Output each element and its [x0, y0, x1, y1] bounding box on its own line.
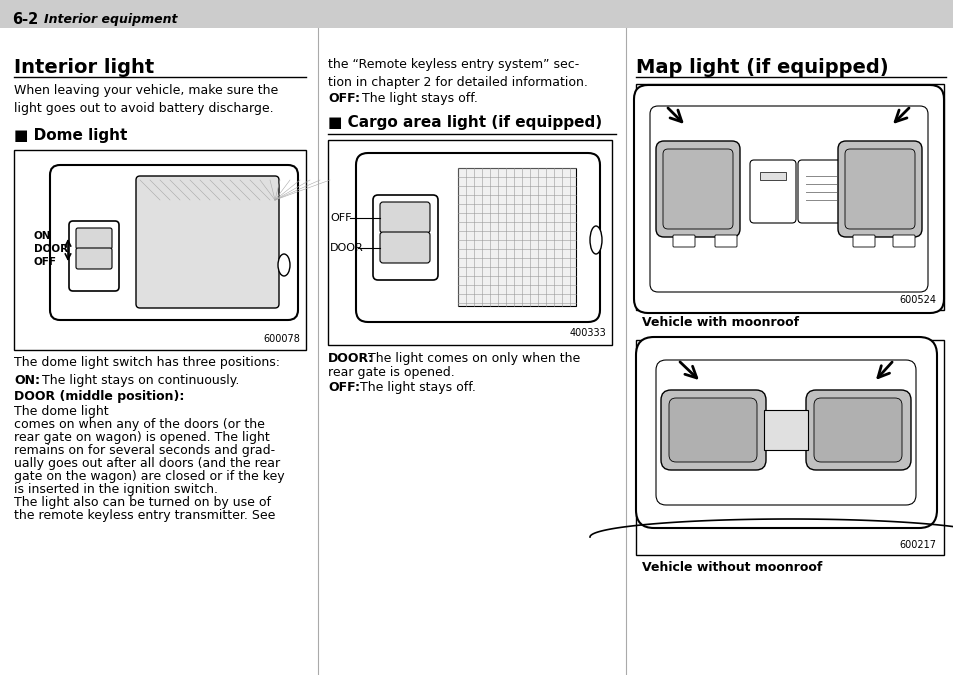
FancyBboxPatch shape	[805, 390, 910, 470]
FancyBboxPatch shape	[355, 153, 599, 322]
Text: The light comes on only when the: The light comes on only when the	[368, 352, 579, 365]
FancyBboxPatch shape	[662, 149, 732, 229]
Text: OFF: OFF	[330, 213, 351, 223]
Text: Interior equipment: Interior equipment	[44, 13, 177, 26]
Text: the “Remote keyless entry system” sec-
tion in chapter 2 for detailed informatio: the “Remote keyless entry system” sec- t…	[328, 58, 587, 89]
Text: ually goes out after all doors (and the rear: ually goes out after all doors (and the …	[14, 457, 280, 470]
Text: remains on for several seconds and grad-: remains on for several seconds and grad-	[14, 444, 274, 457]
Bar	[763, 410, 807, 450]
FancyBboxPatch shape	[649, 106, 927, 292]
Text: Map light (if equipped): Map light (if equipped)	[636, 58, 887, 77]
Ellipse shape	[277, 254, 290, 276]
Text: 6-2: 6-2	[12, 11, 38, 26]
Bar	[457, 168, 576, 306]
FancyBboxPatch shape	[672, 235, 695, 247]
Text: ON:: ON:	[14, 374, 40, 387]
Text: The light also can be turned on by use of: The light also can be turned on by use o…	[14, 496, 271, 509]
FancyBboxPatch shape	[50, 165, 297, 320]
Text: DOOR:: DOOR:	[328, 352, 374, 365]
Text: DOOR (middle position):: DOOR (middle position):	[14, 390, 184, 403]
FancyBboxPatch shape	[379, 232, 430, 263]
Text: OFF:: OFF:	[328, 381, 359, 394]
Text: Interior light: Interior light	[14, 58, 154, 77]
Text: OFF: OFF	[34, 257, 57, 267]
Text: is inserted in the ignition switch.: is inserted in the ignition switch.	[14, 483, 218, 496]
Bar	[0, 0, 953, 28]
Text: The light stays off.: The light stays off.	[359, 381, 476, 394]
Text: The light stays on continuously.: The light stays on continuously.	[42, 374, 239, 387]
FancyBboxPatch shape	[76, 228, 112, 249]
Text: The dome light switch has three positions:: The dome light switch has three position…	[14, 356, 280, 369]
Bar	[14, 150, 306, 350]
FancyBboxPatch shape	[660, 390, 765, 470]
Text: The dome light: The dome light	[14, 405, 109, 418]
Text: 600217: 600217	[898, 540, 935, 550]
FancyBboxPatch shape	[844, 149, 914, 229]
FancyBboxPatch shape	[373, 195, 437, 280]
Text: 400333: 400333	[569, 328, 605, 338]
Text: 600524: 600524	[898, 295, 935, 305]
FancyBboxPatch shape	[892, 235, 914, 247]
Text: DOOR: DOOR	[34, 244, 68, 254]
Text: rear gate is opened.: rear gate is opened.	[328, 366, 455, 379]
Text: Vehicle with moonroof: Vehicle with moonroof	[641, 316, 799, 329]
Text: DOOR: DOOR	[330, 243, 363, 253]
FancyBboxPatch shape	[136, 176, 278, 308]
Text: the remote keyless entry transmitter. See: the remote keyless entry transmitter. Se…	[14, 509, 275, 522]
Text: ■ Dome light: ■ Dome light	[14, 128, 128, 143]
Text: OFF:: OFF:	[328, 92, 359, 105]
Text: ■ Cargo area light (if equipped): ■ Cargo area light (if equipped)	[328, 115, 601, 130]
FancyBboxPatch shape	[837, 141, 921, 237]
FancyBboxPatch shape	[797, 160, 843, 223]
Bar	[457, 168, 576, 306]
FancyBboxPatch shape	[668, 398, 757, 462]
FancyBboxPatch shape	[714, 235, 737, 247]
Text: 600078: 600078	[263, 334, 299, 344]
Ellipse shape	[589, 226, 601, 254]
Bar	[328, 140, 612, 345]
FancyBboxPatch shape	[379, 202, 430, 233]
Text: Vehicle without moonroof: Vehicle without moonroof	[641, 561, 821, 574]
FancyBboxPatch shape	[749, 160, 795, 223]
Text: When leaving your vehicle, make sure the
light goes out to avoid battery dischar: When leaving your vehicle, make sure the…	[14, 84, 278, 115]
Text: comes on when any of the doors (or the: comes on when any of the doors (or the	[14, 418, 265, 431]
FancyBboxPatch shape	[636, 337, 936, 528]
Bar	[636, 84, 943, 310]
Text: gate on the wagon) are closed or if the key: gate on the wagon) are closed or if the …	[14, 470, 284, 483]
FancyBboxPatch shape	[813, 398, 901, 462]
Text: rear gate on wagon) is opened. The light: rear gate on wagon) is opened. The light	[14, 431, 270, 444]
FancyBboxPatch shape	[634, 85, 943, 313]
FancyBboxPatch shape	[76, 248, 112, 269]
FancyBboxPatch shape	[656, 360, 915, 505]
Text: ON: ON	[34, 231, 51, 241]
Bar	[636, 340, 943, 555]
FancyBboxPatch shape	[656, 141, 740, 237]
Bar	[760, 172, 785, 180]
Text: The light stays off.: The light stays off.	[361, 92, 477, 105]
FancyBboxPatch shape	[852, 235, 874, 247]
FancyBboxPatch shape	[69, 221, 119, 291]
